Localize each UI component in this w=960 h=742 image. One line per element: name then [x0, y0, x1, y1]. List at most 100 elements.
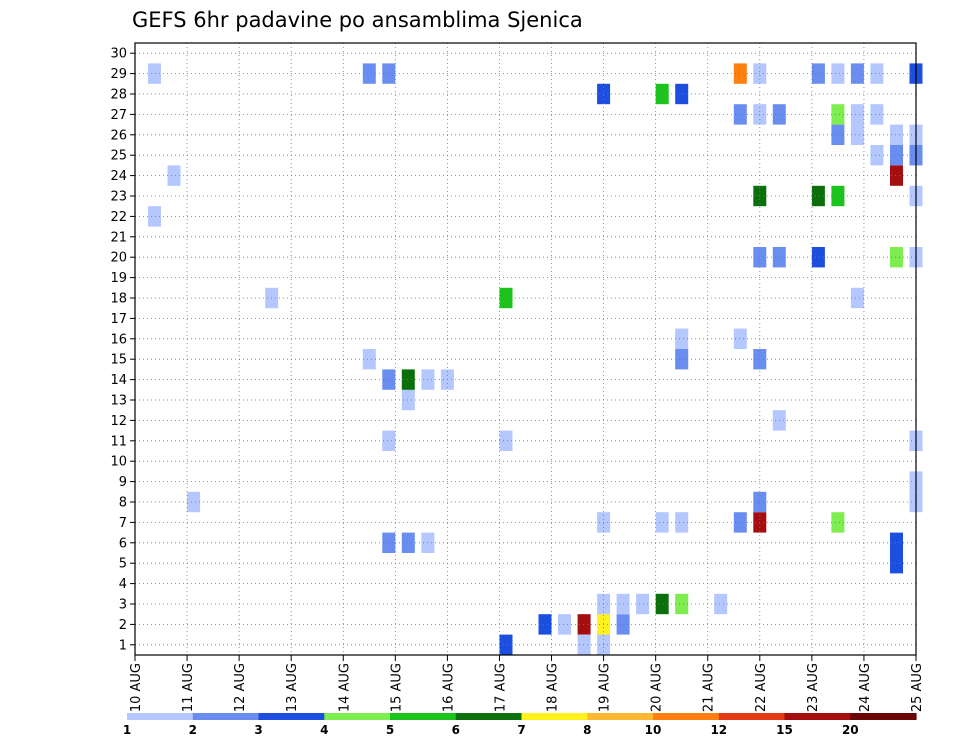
legend-swatch	[127, 713, 194, 720]
legend-swatch	[324, 713, 391, 720]
y-tick-label: 15	[110, 353, 127, 368]
heatmap-cell	[382, 63, 396, 84]
y-tick-label: 30	[110, 47, 127, 62]
heatmap-cell	[831, 63, 845, 84]
x-tick-label: 18 AUG	[546, 663, 561, 712]
chart-title: GEFS 6hr padavine po ansamblima Sjenica	[132, 8, 583, 32]
heatmap-cell	[890, 145, 903, 166]
y-tick-label: 27	[110, 108, 127, 123]
heatmap-cell	[401, 532, 415, 553]
x-tick-label: 12 AUG	[233, 663, 248, 712]
heatmap-cell	[850, 63, 864, 84]
x-tick-label: 20 AUG	[650, 663, 665, 712]
heatmap-cell	[655, 83, 669, 105]
legend-swatch	[258, 713, 325, 720]
y-tick-label: 8	[119, 496, 127, 511]
heatmap-cell	[675, 512, 689, 533]
heatmap-cell	[148, 206, 161, 227]
legend-label: 20	[842, 723, 859, 737]
legend-swatch	[587, 713, 654, 720]
heatmap-cell	[167, 165, 181, 186]
x-tick-label: 17 AUG	[493, 663, 508, 712]
x-tick-label: 21 AUG	[702, 663, 717, 712]
heatmap-cell	[870, 104, 884, 125]
heatmap-cell	[733, 328, 747, 349]
x-tick-label: 24 AUG	[858, 663, 873, 712]
y-tick-label: 19	[110, 271, 127, 286]
x-tick-label: 16 AUG	[441, 663, 456, 712]
y-tick-label: 22	[110, 210, 127, 225]
legend-label: 6	[452, 723, 460, 737]
y-tick-label: 28	[110, 88, 127, 103]
y-tick-label: 26	[110, 128, 127, 143]
heatmap-cell	[636, 593, 650, 615]
y-tick-label: 25	[110, 149, 127, 164]
heatmap-cell	[655, 512, 669, 533]
heatmap-cell	[733, 512, 747, 533]
heatmap-cell	[850, 124, 864, 145]
heatmap-cells	[148, 63, 923, 655]
heatmap-cell	[655, 593, 669, 615]
heatmap-cell	[890, 532, 903, 553]
y-tick-label: 23	[110, 190, 127, 205]
y-tick-label: 20	[110, 251, 127, 266]
heatmap-cell	[890, 165, 903, 186]
y-tick-label: 2	[119, 618, 127, 633]
heatmap-cell	[577, 614, 591, 635]
heatmap-cell	[870, 145, 884, 166]
heatmap-cell	[870, 63, 884, 84]
heatmap-cell	[890, 247, 903, 268]
x-tick-label: 14 AUG	[337, 663, 352, 712]
legend-label: 2	[189, 723, 197, 737]
heatmap-cell	[733, 104, 747, 125]
heatmap-cell	[831, 124, 845, 145]
legend-swatch	[850, 713, 917, 720]
gridlines	[135, 43, 916, 655]
x-tick-label: 10 AUG	[129, 663, 144, 712]
y-tick-label: 21	[110, 230, 127, 245]
color-legend: 1 2 3 4 5 6 7 8 10 12 15 20	[123, 713, 917, 737]
y-tick-label: 11	[110, 434, 127, 449]
legend-label: 15	[776, 723, 793, 737]
x-tick-label: 23 AUG	[806, 663, 821, 712]
legend-label: 8	[583, 723, 591, 737]
heatmap-cell	[362, 349, 376, 370]
legend-swatch	[521, 713, 588, 720]
y-tick-label: 1	[119, 638, 127, 653]
y-tick-label: 17	[110, 312, 127, 327]
heatmap-cell	[362, 63, 376, 84]
legend-label: 12	[710, 723, 727, 737]
x-tick-label: 25 AUG	[910, 663, 925, 712]
y-tick-label: 10	[110, 455, 127, 470]
y-tick-label: 4	[119, 577, 127, 592]
heatmap-cell	[733, 63, 747, 84]
heatmap-cell	[831, 104, 845, 125]
x-tick-label: 22 AUG	[754, 663, 769, 712]
legend-label: 3	[254, 723, 262, 737]
y-tick-label: 7	[119, 516, 127, 531]
y-tick-label: 9	[119, 475, 127, 490]
y-axis-ticks: 1234567891011121314151617181920212223242…	[110, 47, 135, 653]
heatmap-cell	[401, 389, 415, 411]
heatmap-cell	[382, 430, 396, 451]
legend-swatch	[784, 713, 851, 720]
heatmap-cell	[831, 512, 845, 533]
y-tick-label: 24	[110, 169, 127, 184]
x-tick-label: 11 AUG	[181, 663, 196, 712]
heatmap-cell	[499, 634, 513, 655]
y-tick-label: 29	[110, 67, 127, 82]
y-tick-label: 5	[119, 557, 127, 572]
heatmap-cell	[499, 287, 513, 309]
heatmap-cell	[811, 185, 825, 207]
heatmap-cell	[811, 63, 825, 84]
legend-label: 1	[123, 723, 131, 737]
legend-label: 10	[645, 723, 662, 737]
heatmap-cell	[382, 369, 396, 390]
heatmap-cell	[148, 63, 161, 84]
legend-swatch	[192, 713, 260, 720]
heatmap-cell	[850, 287, 864, 309]
heatmap-cell	[401, 369, 415, 390]
legend-swatch	[653, 713, 720, 720]
legend-label: 7	[517, 723, 525, 737]
